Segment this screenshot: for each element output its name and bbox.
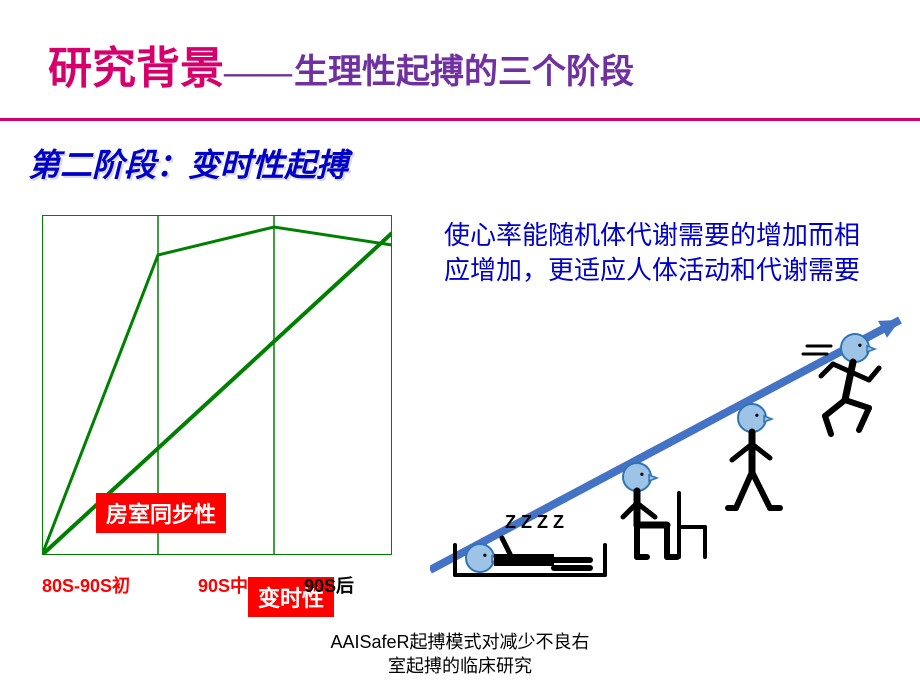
chart-xlabel: 90S中 [198, 572, 248, 598]
title-main: 研究背景 [48, 32, 224, 96]
description-text: 使心率能随机体代谢需要的增加而相应增加，更适应人体活动和代谢需要 [444, 218, 884, 288]
title-underline [0, 118, 920, 121]
chart-label: 房室同步性 [96, 493, 226, 533]
svg-text:Z Z Z Z: Z Z Z Z [505, 512, 564, 532]
title-dash: —— [224, 54, 292, 92]
footer-line1: AAISafeR起搏模式对减少不良右 [0, 631, 920, 654]
chart-xlabel: 90S后 [304, 572, 354, 598]
trend-chart: 房室同步性变时性 [42, 215, 392, 555]
page-title-row: 研究背景 —— 生理性起搏的三个阶段 [48, 32, 872, 96]
activity-figures: Z Z Z Z [430, 300, 910, 590]
figures-svg: Z Z Z Z [430, 300, 910, 590]
footer-line2: 室起搏的临床研究 [0, 655, 920, 678]
stage-subtitle: 第二阶段：变时性起搏 [28, 140, 348, 186]
footer-text: AAISafeR起搏模式对减少不良右 室起搏的临床研究 [0, 631, 920, 678]
chart-xlabel: 80S-90S初 [42, 572, 130, 598]
title-sub: 生理性起搏的三个阶段 [294, 44, 634, 93]
